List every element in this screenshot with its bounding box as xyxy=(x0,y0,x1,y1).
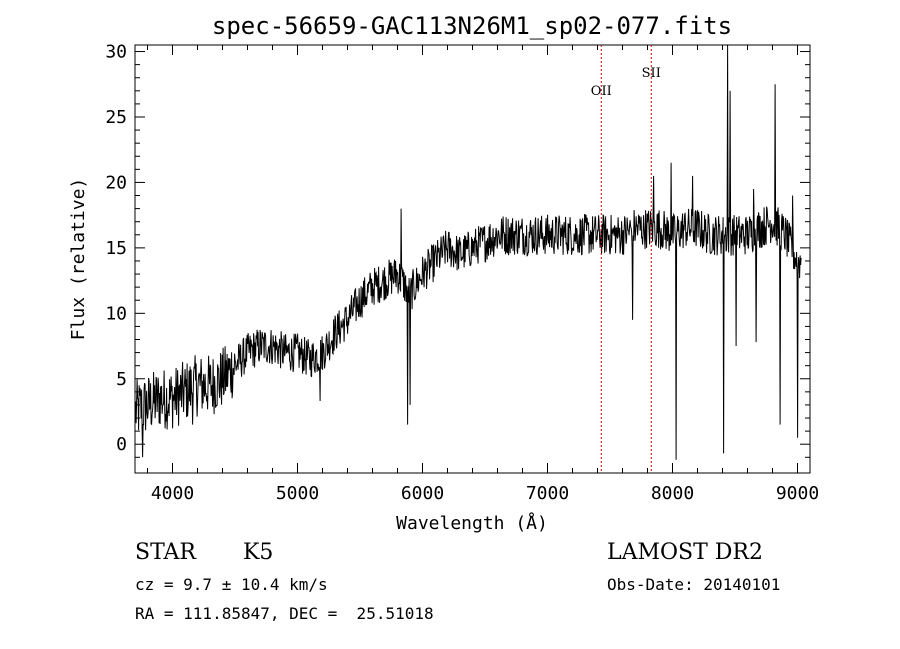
x-tick-label: 7000 xyxy=(526,483,569,504)
y-axis-label: Flux (relative) xyxy=(68,178,89,341)
x-axis-label: Wavelength (Å) xyxy=(396,512,548,534)
y-tick-label: 10 xyxy=(105,303,127,324)
survey-name: LAMOST DR2 xyxy=(607,540,763,565)
x-tick-label: 8000 xyxy=(651,483,694,504)
plot-area: 4000 5000 6000 7000 8000 9000 0 5 10 15 20 25 30 OII S… xyxy=(105,42,819,504)
y-tick-label: 15 xyxy=(105,238,127,259)
chart-title: spec-56659-GAC113N26M1_sp02-077.fits xyxy=(212,12,732,40)
observation-date: Obs-Date: 20140101 xyxy=(607,575,781,594)
y-tick-label: 25 xyxy=(105,107,127,128)
y-tick-label: 30 xyxy=(105,42,127,63)
x-tick-label: 4000 xyxy=(151,483,194,504)
coordinates: RA = 111.85847, DEC = 25.51018 xyxy=(135,604,434,623)
x-tick-label: 9000 xyxy=(776,483,819,504)
x-tick-label: 5000 xyxy=(276,483,319,504)
y-tick-label: 5 xyxy=(116,369,127,390)
line-label-sii: SII xyxy=(642,66,661,81)
redshift-cz: cz = 9.7 ± 10.4 km/s xyxy=(135,575,328,594)
spectrum-series xyxy=(135,44,802,460)
object-subclass: K5 xyxy=(243,540,274,565)
x-tick-label: 6000 xyxy=(401,483,444,504)
object-class: STAR xyxy=(135,540,196,565)
y-tick-label: 0 xyxy=(116,434,127,455)
line-label-oii: OII xyxy=(591,84,612,99)
y-tick-label: 20 xyxy=(105,172,127,193)
plot-frame xyxy=(134,44,811,474)
